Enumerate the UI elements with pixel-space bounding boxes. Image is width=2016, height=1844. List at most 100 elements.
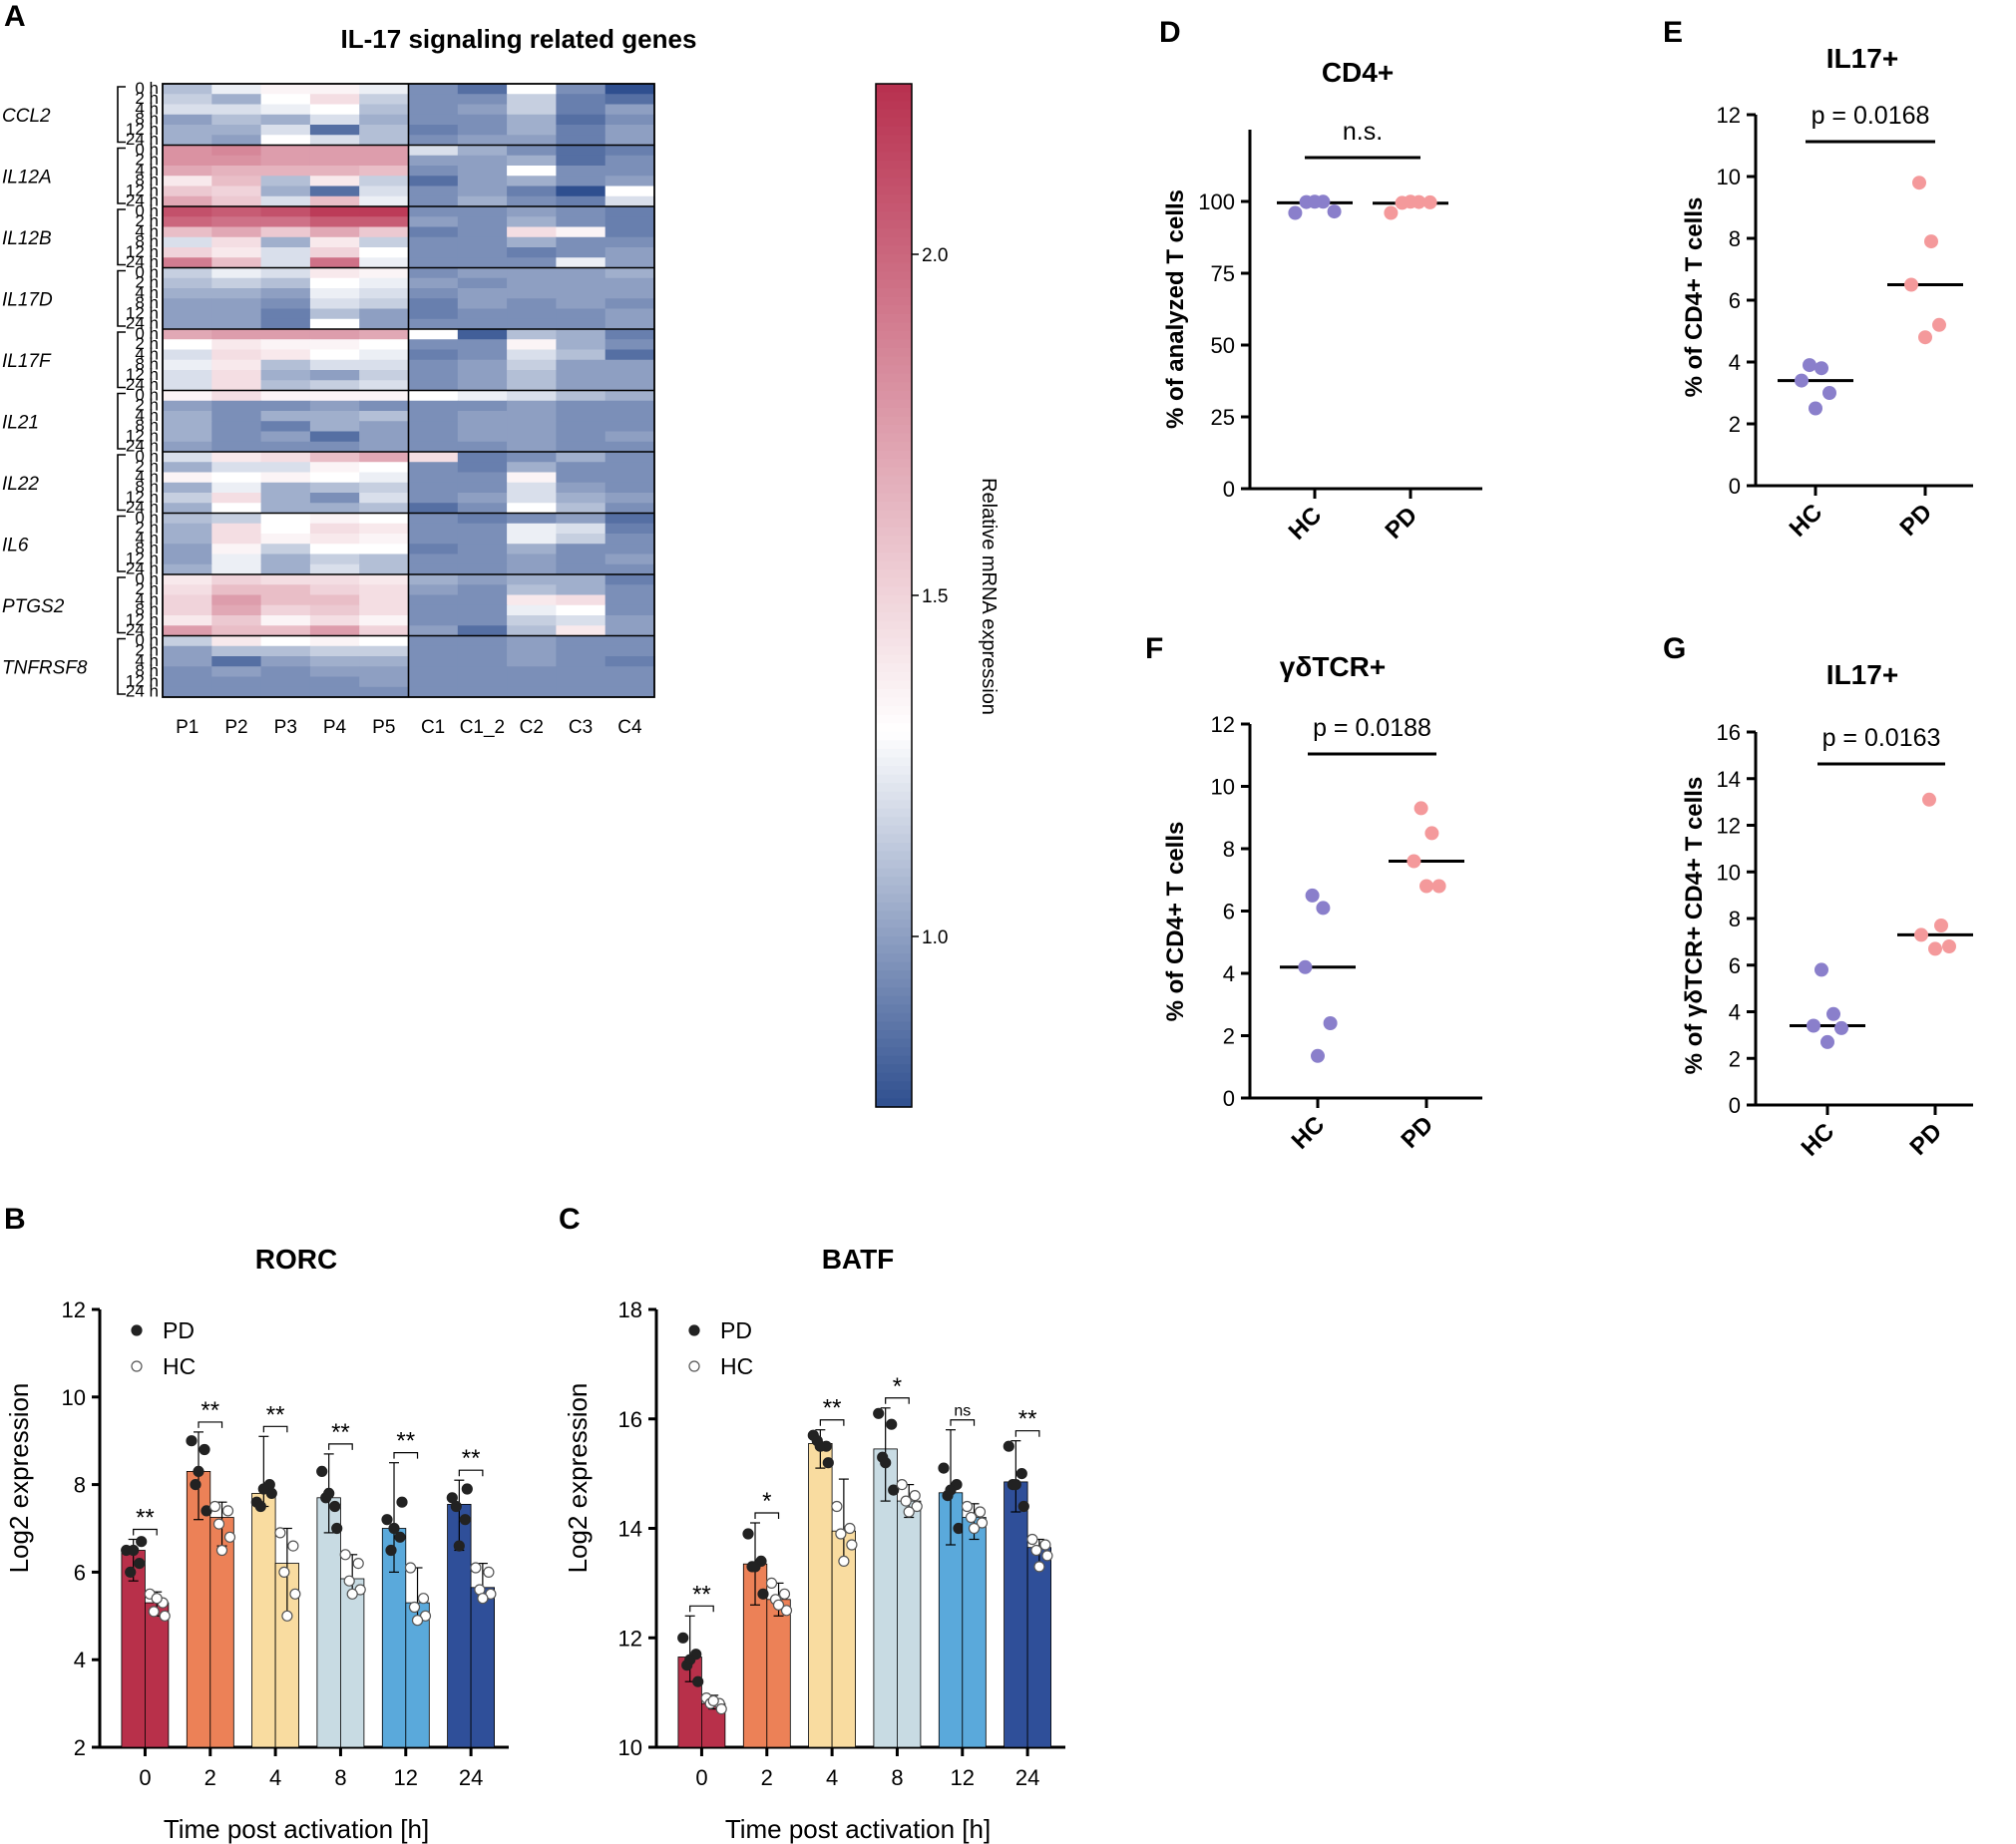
heatmap-cell-tnfrsf8-2-c4 <box>605 656 655 667</box>
heatmap-row-label: 0 h <box>135 569 159 588</box>
heatmap-cell-il17d-2-c2 <box>507 288 557 299</box>
heatmap-row-label: 12 h <box>126 120 159 139</box>
heatmap-cell-il12b-2-c1 <box>408 226 459 238</box>
heatmap-cell-il6-1-c4 <box>605 523 655 535</box>
heatmap-cell-il12b-2-c2 <box>507 226 557 238</box>
colorbar-swatch <box>876 560 912 570</box>
heatmap-cell-il17d-0-p1 <box>163 267 212 279</box>
heatmap-row-label: 2 h <box>135 396 159 415</box>
heatmap-cell-il17f-0-p3 <box>260 329 311 340</box>
heatmap-row-label: 12 h <box>126 671 159 690</box>
heatmap-cell-tnfrsf8-5-p4 <box>309 686 360 698</box>
colorbar-swatch <box>876 757 912 767</box>
heatmap-cell-il17d-5-p1 <box>163 318 212 330</box>
heatmap-cell-il6-5-c2 <box>507 563 557 575</box>
heatmap-cell-il12b-1-p1 <box>163 216 212 228</box>
y-tick-label: 2 <box>74 1735 86 1760</box>
data-point-pd <box>1918 330 1932 345</box>
heatmap-cell-ptgs2-3-c2 <box>507 604 557 616</box>
heatmap-cell-il21-3-p2 <box>211 421 262 433</box>
colorbar-swatch <box>876 245 912 255</box>
data-point-pd <box>1934 919 1948 932</box>
heatmap-cell-tnfrsf8-3-c3 <box>556 666 606 678</box>
heatmap-cell-il17d-0-c2 <box>507 267 557 279</box>
heatmap-cell-ccl2-5-c3 <box>556 135 606 147</box>
heatmap-row-label: 4 h <box>135 99 159 118</box>
data-point-hc <box>208 1500 221 1513</box>
heatmap-cell-il21-5-p2 <box>211 441 262 453</box>
heatmap-cell-il17f-0-p5 <box>359 329 410 340</box>
data-point-pd <box>134 1557 146 1570</box>
gene-bracket <box>117 331 126 389</box>
heatmap-cell-il21-5-c3 <box>556 441 606 453</box>
colorbar-swatch <box>876 450 912 460</box>
heatmap-cell-tnfrsf8-2-p1 <box>163 656 212 667</box>
heatmap-cell-il17d-1-p1 <box>163 277 212 289</box>
heatmap-cell-il21-3-c1 <box>408 421 459 433</box>
colorbar-tick-label: 2.0 <box>922 245 948 266</box>
data-point-hc <box>151 1593 163 1605</box>
heatmap-cell-il21-5-p1 <box>163 441 212 453</box>
heatmap-cell-ccl2-4-c1_2 <box>457 125 508 136</box>
data-point-pd <box>886 1418 898 1430</box>
heatmap-column-label: P4 <box>323 717 347 738</box>
x-tick-label: 8 <box>891 1765 903 1790</box>
heatmap-cell-ptgs2-2-p4 <box>309 594 360 606</box>
heatmap-cell-ptgs2-1-p1 <box>163 584 212 596</box>
heatmap-cell-il12a-4-p2 <box>211 185 262 197</box>
heatmap-cell-il17d-5-c4 <box>605 318 655 330</box>
bar-pd-8 <box>316 1497 341 1748</box>
heatmap-cell-il12b-0-p3 <box>260 206 311 217</box>
gene-bracket <box>117 208 126 266</box>
heatmap-cell-ptgs2-5-p3 <box>260 625 311 637</box>
heatmap-cell-il17f-4-p4 <box>309 370 360 381</box>
colorbar-swatch <box>876 961 912 971</box>
heatmap-cell-il6-5-p2 <box>211 563 262 575</box>
colorbar-swatch <box>876 202 912 212</box>
colorbar-swatch <box>876 671 912 682</box>
data-point-pd <box>329 1500 341 1513</box>
x-tick-label: 0 <box>695 1765 707 1790</box>
heatmap-cell-il17f-2-p1 <box>163 349 212 361</box>
heatmap-cell-ptgs2-3-p2 <box>211 604 262 616</box>
heatmap-cell-ccl2-3-p1 <box>163 114 212 126</box>
heatmap-cell-il17f-5-c2 <box>507 380 557 392</box>
heatmap-cell-il21-1-c4 <box>605 400 655 412</box>
colorbar-swatch <box>876 860 912 870</box>
colorbar-swatch <box>876 817 912 827</box>
heatmap-cell-il12b-1-p2 <box>211 216 262 228</box>
heatmap-cell-il12b-1-c2 <box>507 216 557 228</box>
y-tick-label: 6 <box>1223 900 1235 924</box>
heatmap-cell-tnfrsf8-4-p3 <box>260 676 311 688</box>
heatmap-cell-il12b-1-p5 <box>359 216 410 228</box>
heatmap-cell-tnfrsf8-0-p3 <box>260 635 311 647</box>
heatmap-gene-label: IL6 <box>2 535 29 555</box>
colorbar-swatch <box>876 390 912 400</box>
legend-label-hc: HC <box>720 1353 753 1379</box>
heatmap-cell-il6-4-c4 <box>605 553 655 565</box>
x-tick-label-pd: PD <box>1905 1118 1948 1161</box>
bar-hc-2 <box>766 1599 791 1748</box>
y-tick-label: 100 <box>1198 189 1235 214</box>
heatmap-cell-il22-3-p3 <box>260 482 311 494</box>
heatmap-cell-il17f-0-c4 <box>605 329 655 340</box>
heatmap-cell-il21-0-c3 <box>556 390 606 402</box>
heatmap-cell-il6-3-p1 <box>163 544 212 555</box>
heatmap-gene-label: IL12A <box>2 167 52 187</box>
heatmap-cell-ccl2-0-c2 <box>507 84 557 95</box>
heatmap-cell-tnfrsf8-0-p4 <box>309 635 360 647</box>
data-point-hc <box>707 1694 719 1707</box>
heatmap-cell-il21-2-p5 <box>359 411 410 422</box>
heatmap-cell-ptgs2-0-c2 <box>507 574 557 585</box>
heatmap-cell-il21-2-c3 <box>556 411 606 422</box>
heatmap-row-label: 24 h <box>126 437 159 456</box>
significance-label: * <box>762 1488 771 1515</box>
heatmap-cell-tnfrsf8-3-p4 <box>309 666 360 678</box>
heatmap-cell-il6-2-p3 <box>260 534 311 545</box>
significance-bracket <box>885 1397 910 1404</box>
heatmap-cell-il12a-3-p1 <box>163 176 212 187</box>
heatmap-cell-il12b-4-c1_2 <box>457 247 508 258</box>
data-point-hc <box>281 1610 293 1622</box>
heatmap-cell-il21-1-p3 <box>260 400 311 412</box>
